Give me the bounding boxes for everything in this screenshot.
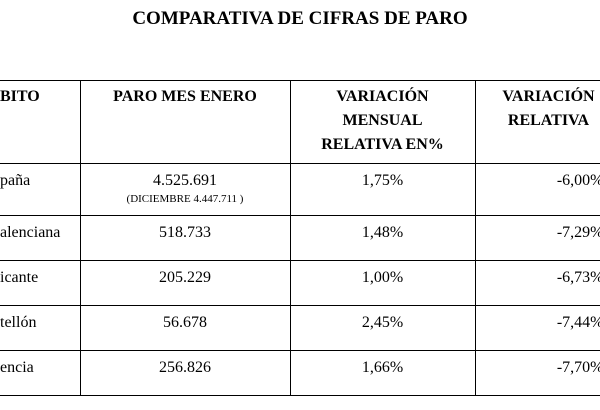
header-line: VARIACIÓN bbox=[336, 88, 429, 105]
relativa-cell: -7,70% bbox=[474, 350, 600, 396]
ambito-cell: tellón bbox=[0, 305, 81, 351]
page-title: COMPARATIVA DE CIFRAS DE PARO bbox=[132, 8, 468, 29]
data-row: alenciana 518.733 1,48% -7,29% bbox=[0, 215, 600, 261]
mensual-cell: 1,00% bbox=[289, 260, 476, 306]
header-cell: VARIACIÓN RELATIVA bbox=[474, 80, 600, 164]
paro-note: (DICIEMBRE 4.447.711 ) bbox=[126, 193, 244, 205]
header-row: BITO PARO MES ENERO VARIACIÓN MENSUAL RELATI… bbox=[0, 80, 600, 164]
paro-cell: 205.229 bbox=[79, 260, 291, 306]
paro-cell: 518.733 bbox=[79, 215, 291, 261]
header-line: RELATIVA EN% bbox=[321, 136, 444, 153]
relativa-cell: -7,44% bbox=[474, 305, 600, 351]
header-line: PARO MES ENERO bbox=[113, 88, 257, 105]
relativa-cell: -6,73% bbox=[474, 260, 600, 306]
paro-cell: 4.525.691 (DICIEMBRE 4.447.711 ) bbox=[79, 163, 291, 216]
paro-value: 56.678 bbox=[163, 314, 207, 331]
data-row: tellón 56.678 2,45% -7,44% bbox=[0, 305, 600, 351]
data-row: encia 256.826 1,66% -7,70% bbox=[0, 350, 600, 396]
header-cell: VARIACIÓN MENSUAL RELATIVA EN% bbox=[289, 80, 476, 164]
ambito-cell: alenciana bbox=[0, 215, 81, 261]
mensual-cell: 1,48% bbox=[289, 215, 476, 261]
relativa-cell: -7,29% bbox=[474, 215, 600, 261]
mensual-cell: 2,45% bbox=[289, 305, 476, 351]
data-row: paña 4.525.691 (DICIEMBRE 4.447.711 ) 1,75%… bbox=[0, 163, 600, 216]
paro-value: 205.229 bbox=[159, 269, 211, 286]
table-wrap: BITO PARO MES ENERO VARIACIÓN MENSUAL RELATI… bbox=[0, 80, 600, 410]
paro-value: 518.733 bbox=[159, 224, 211, 241]
header-cell: BITO bbox=[0, 80, 81, 164]
paro-value: 256.826 bbox=[159, 359, 211, 376]
paro-value: 4.525.691 bbox=[153, 172, 217, 189]
ambito-cell: paña bbox=[0, 163, 81, 216]
ambito-cell: encia bbox=[0, 350, 81, 396]
data-row: icante 205.229 1,00% -6,73% bbox=[0, 260, 600, 306]
header-line: VARIACIÓN bbox=[502, 88, 595, 105]
header-cell: PARO MES ENERO bbox=[79, 80, 291, 164]
header-line: MENSUAL bbox=[342, 112, 423, 129]
table: BITO PARO MES ENERO VARIACIÓN MENSUAL RELATI… bbox=[0, 80, 600, 396]
header-line: RELATIVA bbox=[507, 112, 590, 129]
ambito-cell: icante bbox=[0, 260, 81, 306]
mensual-cell: 1,75% bbox=[289, 163, 476, 216]
header-line: BITO bbox=[0, 88, 40, 105]
paro-cell: 256.826 bbox=[79, 350, 291, 396]
paro-cell: 56.678 bbox=[79, 305, 291, 351]
relativa-cell: -6,00% bbox=[474, 163, 600, 216]
mensual-cell: 1,66% bbox=[289, 350, 476, 396]
